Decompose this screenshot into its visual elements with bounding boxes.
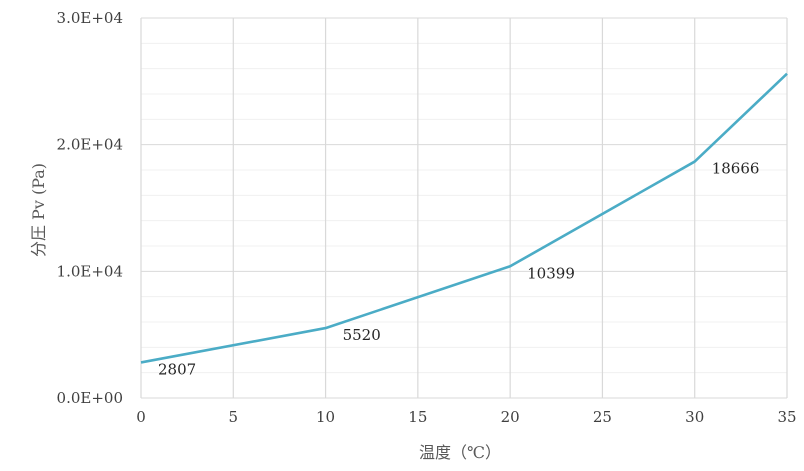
data-label: 10399 <box>527 264 575 282</box>
x-axis-label: 温度（℃） <box>419 443 501 462</box>
data-label: 2807 <box>158 360 196 378</box>
minor-gridlines <box>141 42 787 374</box>
y-tick-label: 2.0E+04 <box>57 136 123 154</box>
x-tick-label: 15 <box>408 408 427 426</box>
tick-labels: 0 5 10 15 20 25 30 35 0.0E+00 1.0E+04 2.0E+04 3.0E+… <box>57 9 797 426</box>
y-tick-label: 0.0E+00 <box>57 389 123 407</box>
y-tick-label: 3.0E+04 <box>57 9 123 27</box>
x-tick-label: 10 <box>316 408 335 426</box>
major-gridlines <box>140 17 788 399</box>
data-label: 5520 <box>343 326 381 344</box>
data-label: 18666 <box>712 160 760 178</box>
x-tick-label: 0 <box>136 408 146 426</box>
x-tick-label: 30 <box>685 408 704 426</box>
x-tick-label: 20 <box>501 408 520 426</box>
x-tick-label: 35 <box>777 408 796 426</box>
data-labels: 2807 5520 10399 18666 <box>158 160 759 379</box>
y-tick-label: 1.0E+04 <box>57 262 123 280</box>
y-axis-label: 分圧 Pv (Pa) <box>29 163 48 257</box>
series-line <box>140 72 788 364</box>
x-tick-label: 25 <box>593 408 612 426</box>
x-tick-label: 5 <box>229 408 239 426</box>
series-lines <box>140 72 788 364</box>
